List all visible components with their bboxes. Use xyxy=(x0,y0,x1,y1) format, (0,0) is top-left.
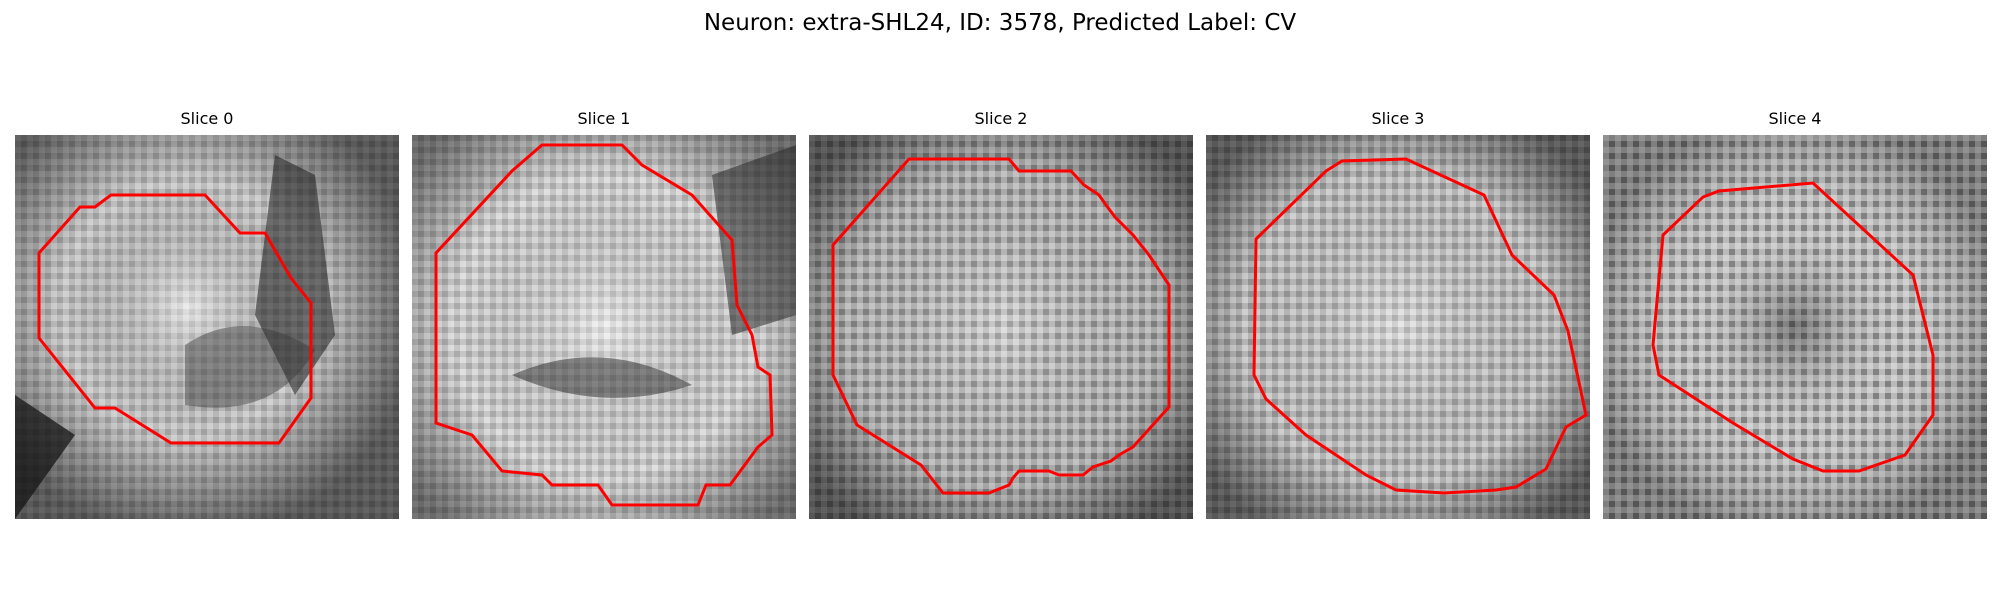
figure-title: Neuron: extra-SHL24, ID: 3578, Predicted… xyxy=(703,10,1297,36)
slice-title-3: Slice 3 xyxy=(1371,109,1425,128)
slice-title-2: Slice 2 xyxy=(974,109,1028,128)
slice-image-3 xyxy=(1206,135,1590,519)
slice-image-0 xyxy=(15,135,399,519)
contour-4 xyxy=(1651,181,1935,473)
slice-title-0: Slice 0 xyxy=(180,109,234,128)
slice-image-4 xyxy=(1603,135,1987,519)
contour-1 xyxy=(434,143,774,507)
slice-title-4: Slice 4 xyxy=(1768,109,1822,128)
slice-image-2 xyxy=(809,135,1193,519)
contour-0 xyxy=(37,193,313,445)
contour-2 xyxy=(831,157,1171,495)
slice-image-1 xyxy=(412,135,796,519)
slice-title-1: Slice 1 xyxy=(577,109,631,128)
contour-3 xyxy=(1252,157,1588,495)
